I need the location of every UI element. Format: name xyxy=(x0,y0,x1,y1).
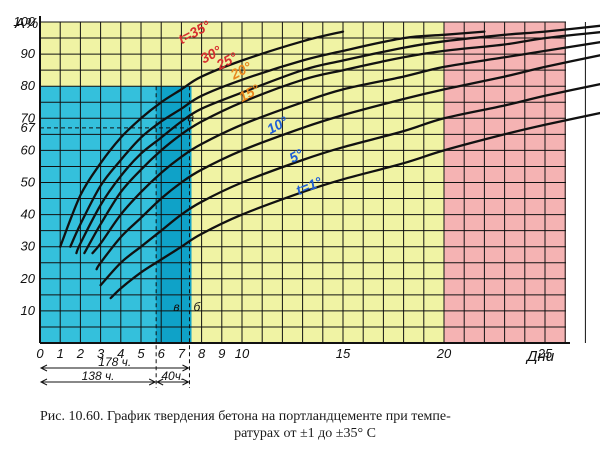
y-tick-label: 70 xyxy=(21,110,36,125)
y-tick-label: 67 xyxy=(21,120,36,135)
y-tick-label: 10 xyxy=(21,303,36,318)
y-tick-label: 50 xyxy=(21,175,36,190)
series-line xyxy=(91,41,600,255)
y-tick-label: 40 xyxy=(21,207,36,222)
x-tick-label: 3 xyxy=(97,346,105,361)
series-line xyxy=(99,82,600,287)
x-tick-label: 2 xyxy=(76,346,85,361)
duration-label: 40ч. xyxy=(161,369,184,383)
x-tick-label: 0 xyxy=(36,346,44,361)
point-marker: в xyxy=(173,300,179,314)
figure-caption: Рис. 10.60. График твердения бетона на п… xyxy=(40,408,570,442)
point-marker: б xyxy=(194,300,202,314)
x-tick-label: 25 xyxy=(537,346,553,361)
series-curves xyxy=(59,24,600,300)
x-tick-label: 15 xyxy=(336,346,351,361)
duration-label: 178 ч. xyxy=(98,355,131,369)
y-tick-label: 60 xyxy=(21,142,36,157)
x-tick-label: 1 xyxy=(57,346,64,361)
x-axis-label: Дни xyxy=(525,348,555,365)
y-tick-label: 30 xyxy=(21,239,36,254)
x-tick-label: 4 xyxy=(117,346,124,361)
duration-annotations: 178 ч.138 ч. 40ч. xyxy=(39,86,190,388)
duration-arrow-head xyxy=(182,378,190,386)
duration-label: 138 ч. xyxy=(82,369,115,383)
caption-line-1: Рис. 10.60. График твердения бетона на п… xyxy=(40,409,451,424)
x-tick-label: 8 xyxy=(198,346,206,361)
duration-arrow-head xyxy=(39,364,48,372)
duration-arrow-head xyxy=(182,364,190,372)
y-axis-label: A% xyxy=(14,15,38,32)
duration-arrow-head xyxy=(39,378,48,386)
duration-arrow-head xyxy=(156,378,164,386)
y-tick-label: 100 xyxy=(13,14,35,29)
x-tick-label: 7 xyxy=(178,346,186,361)
x-tick-label: 10 xyxy=(235,346,250,361)
series-line xyxy=(109,111,600,300)
series-line xyxy=(69,30,486,248)
y-tick-label: 80 xyxy=(21,78,36,93)
series-line xyxy=(75,24,600,255)
duration-arrow-head xyxy=(148,378,157,386)
series-line xyxy=(59,30,345,248)
y-tick-label: 20 xyxy=(20,271,36,286)
x-tick-label: 6 xyxy=(158,346,166,361)
x-tick-label: 20 xyxy=(436,346,452,361)
x-tick-label: 9 xyxy=(218,346,225,361)
series-line xyxy=(83,31,600,255)
point-marker: a xyxy=(187,111,194,125)
y-tick-label: 90 xyxy=(21,46,36,61)
x-tick-label: 5 xyxy=(137,346,145,361)
caption-line-2: ратурах от ±1 до ±35° С xyxy=(234,426,376,441)
series-line xyxy=(95,54,600,271)
